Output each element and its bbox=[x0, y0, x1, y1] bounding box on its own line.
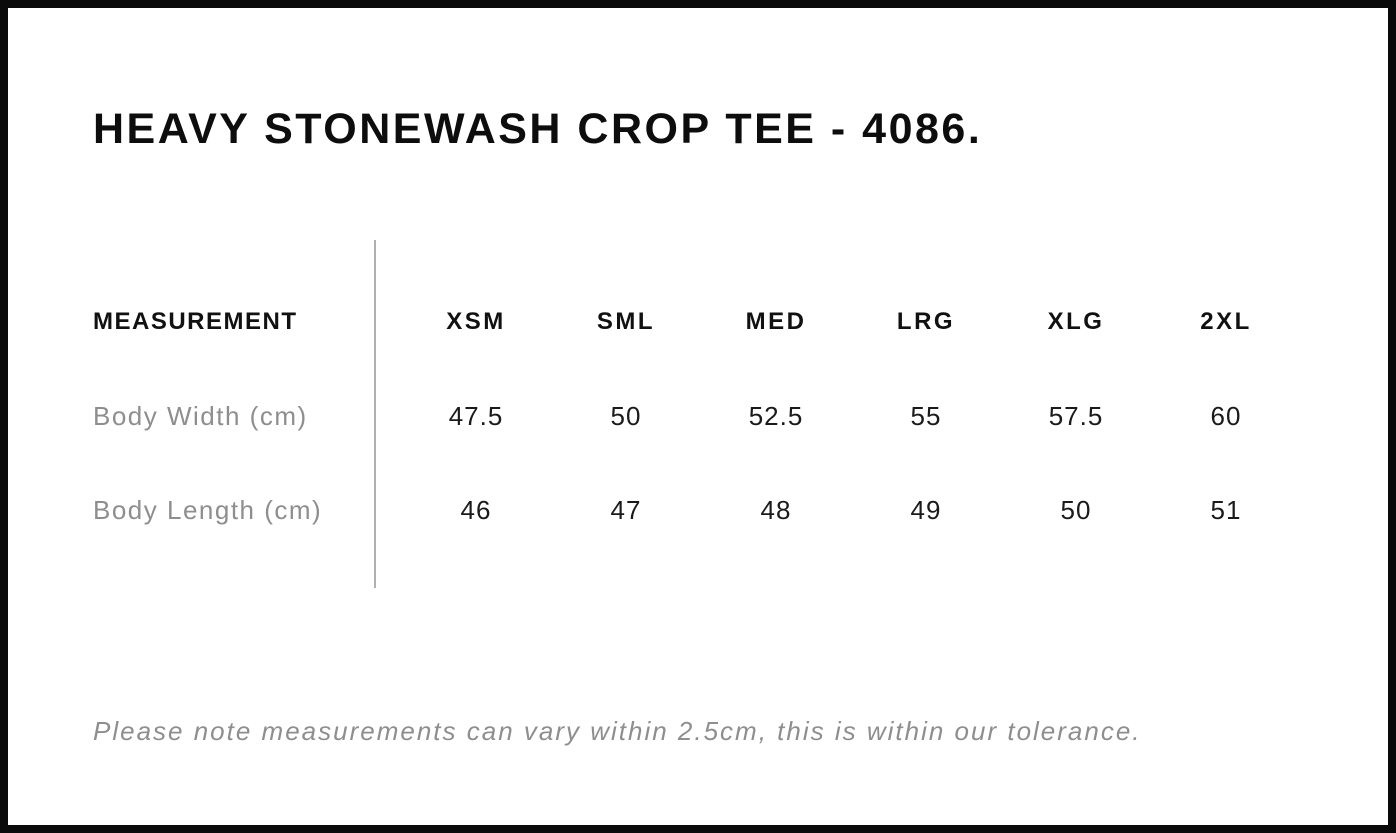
body-length-med: 48 bbox=[760, 494, 792, 525]
tolerance-note: Please note measurements can vary within… bbox=[93, 716, 1142, 746]
size-header-med: MED bbox=[745, 308, 807, 335]
size-header-2xl: 2XL bbox=[1200, 308, 1252, 335]
table-header-row: MEASUREMENT XSM SML MED LRG XLG 2XL bbox=[93, 304, 1301, 340]
body-width-2xl: 60 bbox=[1210, 400, 1242, 431]
table-row-body-length: Body Length (cm) 46 47 48 49 50 51 bbox=[93, 492, 1301, 528]
measurement-column-header: MEASUREMENT bbox=[93, 308, 298, 335]
body-length-sml: 47 bbox=[610, 494, 642, 525]
size-header-lrg: LRG bbox=[896, 308, 956, 335]
body-width-sml: 50 bbox=[610, 400, 642, 431]
body-width-lrg: 55 bbox=[910, 400, 942, 431]
body-width-med: 52.5 bbox=[748, 400, 804, 431]
body-length-xsm: 46 bbox=[460, 494, 492, 525]
body-width-xlg: 57.5 bbox=[1048, 400, 1104, 431]
table-vertical-divider bbox=[374, 240, 376, 588]
body-length-lrg: 49 bbox=[910, 494, 942, 525]
size-header-xsm: XSM bbox=[446, 308, 506, 335]
body-length-2xl: 51 bbox=[1210, 494, 1242, 525]
row-label-body-width: Body Width (cm) bbox=[93, 400, 308, 431]
row-label-body-length: Body Length (cm) bbox=[93, 494, 323, 525]
size-header-sml: SML bbox=[596, 308, 656, 335]
table-row-body-width: Body Width (cm) 47.5 50 52.5 55 57.5 60 bbox=[93, 398, 1301, 434]
body-width-xsm: 47.5 bbox=[448, 400, 504, 431]
body-length-xlg: 50 bbox=[1060, 494, 1092, 525]
page-title: HEAVY STONEWASH CROP TEE - 4086. bbox=[93, 105, 983, 153]
size-header-xlg: XLG bbox=[1047, 308, 1105, 335]
